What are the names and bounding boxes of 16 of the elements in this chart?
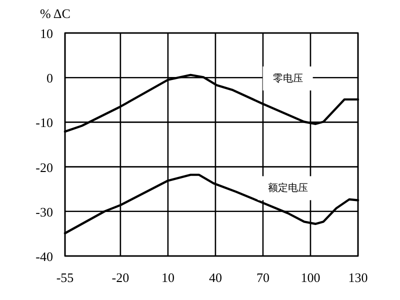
y-tick-label: 0	[46, 70, 53, 86]
series: 零电压	[64, 66, 360, 133]
y-tick-label: 10	[40, 26, 53, 41]
x-tick-label: 130	[348, 270, 368, 285]
x-tick-label: 10	[161, 270, 174, 285]
series-label: 额定电压	[268, 182, 308, 194]
x-tick-label: -20	[112, 270, 130, 285]
x-tick-label: 100	[300, 270, 320, 285]
y-axis-title: % ΔC	[40, 6, 70, 21]
y-tick-label: -40	[36, 249, 53, 264]
x-tick-label: -55	[56, 270, 74, 285]
y-tick-label: -10	[36, 115, 53, 130]
y-tick-label: -30	[36, 204, 53, 220]
y-tick-label: -20	[36, 160, 53, 175]
x-tick-label: 70	[256, 270, 270, 285]
x-tick-label: 40	[208, 270, 222, 285]
